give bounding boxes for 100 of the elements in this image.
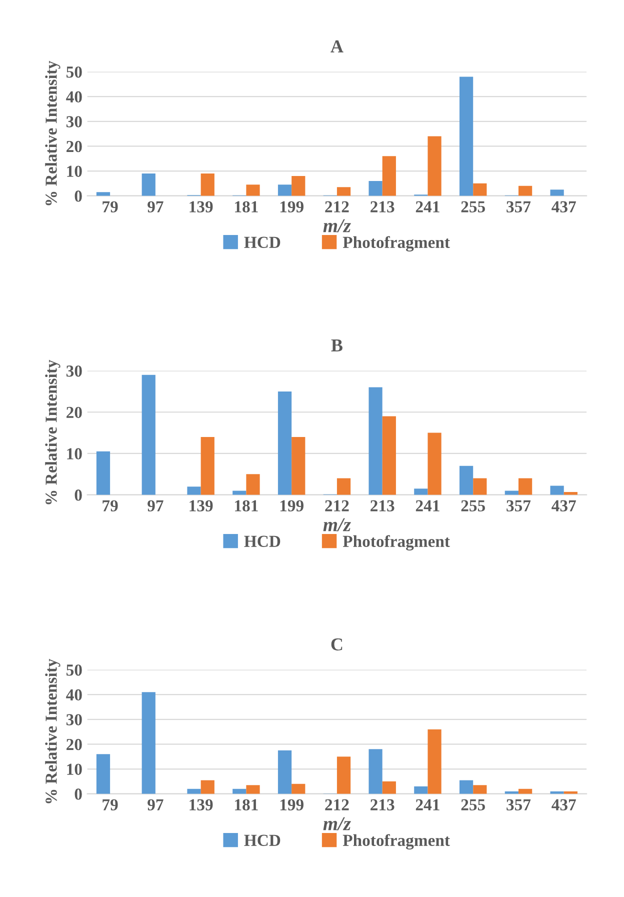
- x-tick-label: 357: [506, 500, 531, 512]
- x-tick-label: 181: [235, 500, 258, 512]
- x-axis-title: m/z: [323, 817, 351, 830]
- y-tick-label: 0: [74, 490, 82, 501]
- bar: [96, 192, 110, 196]
- bar: [200, 436, 214, 495]
- bar: [292, 176, 306, 196]
- bar: [550, 486, 564, 495]
- bar: [187, 788, 201, 794]
- bar: [246, 474, 260, 495]
- x-tick-label: 139: [190, 799, 213, 810]
- y-tick-label: 20: [66, 406, 82, 418]
- x-tick-label: 357: [506, 201, 531, 212]
- chart-title: A: [330, 40, 344, 52]
- x-tick-label: 97: [148, 201, 164, 212]
- y-axis-title: % Relative Intensity: [45, 60, 60, 206]
- legend-label: Photofragment: [342, 535, 450, 551]
- y-tick-label: 10: [67, 448, 82, 460]
- bar: [473, 785, 487, 794]
- bar: [278, 184, 292, 196]
- bar: [336, 478, 351, 495]
- x-tick-label: 97: [148, 500, 164, 512]
- y-tick-label: 20: [66, 738, 82, 750]
- x-tick-label: 79: [102, 799, 118, 810]
- x-tick-label: 255: [461, 201, 485, 212]
- bar: [428, 432, 442, 495]
- legend-label: HCD: [244, 236, 280, 248]
- bar: [336, 756, 351, 794]
- x-tick-label: 241: [416, 201, 440, 212]
- bar: [428, 136, 442, 196]
- x-tick-label: 437: [552, 201, 576, 212]
- x-tick-label: 212: [325, 201, 349, 212]
- bar: [368, 180, 382, 196]
- x-tick-label: 213: [370, 201, 394, 212]
- bar: [96, 451, 110, 495]
- x-tick-label: 357: [506, 799, 531, 810]
- bar: [232, 788, 246, 794]
- x-tick-label: 241: [416, 799, 440, 810]
- y-tick-label: 40: [66, 689, 82, 701]
- x-tick-label: 181: [235, 799, 258, 810]
- bar: [187, 486, 201, 495]
- y-tick-label: 30: [66, 365, 82, 377]
- legend-label: Photofragment: [342, 236, 450, 252]
- x-tick-label: 199: [280, 799, 304, 810]
- x-axis-title: m/z: [323, 219, 351, 232]
- chart-title: B: [331, 339, 342, 352]
- y-axis-title: % Relative Intensity: [45, 658, 60, 804]
- chart-title: C: [331, 638, 342, 650]
- bar: [368, 749, 382, 794]
- bar: [142, 174, 156, 196]
- x-tick-label: 97: [148, 799, 164, 810]
- bar: [473, 183, 487, 196]
- bar: [518, 788, 532, 794]
- y-tick-label: 10: [67, 764, 82, 775]
- bar: [336, 187, 351, 196]
- bar: [142, 692, 156, 794]
- bar: [459, 780, 474, 794]
- bar: [96, 754, 110, 794]
- y-tick-label: 0: [74, 788, 82, 800]
- bar: [459, 466, 474, 495]
- x-tick-label: 199: [280, 500, 304, 512]
- bar: [232, 490, 246, 495]
- x-tick-label: 255: [461, 799, 485, 810]
- bar: [550, 190, 564, 196]
- bar: [142, 374, 156, 495]
- y-tick-label: 0: [74, 190, 82, 202]
- bar: [414, 488, 428, 495]
- x-tick-label: 139: [190, 500, 213, 512]
- y-tick-label: 30: [66, 116, 82, 128]
- x-tick-label: 212: [325, 799, 349, 810]
- y-tick-label: 30: [66, 714, 82, 726]
- bar: [246, 184, 260, 196]
- x-tick-label: 241: [416, 500, 440, 512]
- bar: [278, 750, 292, 794]
- bar: [200, 780, 214, 794]
- x-axis-title: m/z: [323, 518, 351, 532]
- y-tick-label: 10: [67, 166, 82, 177]
- bar: [382, 781, 396, 794]
- bar: [428, 729, 442, 794]
- bar: [292, 784, 306, 794]
- bar: [382, 156, 396, 196]
- legend-label: Photofragment: [342, 834, 450, 850]
- y-tick-label: 40: [66, 91, 82, 103]
- y-axis-title: % Relative Intensity: [45, 360, 60, 504]
- x-tick-label: 213: [370, 500, 394, 512]
- legend-label: HCD: [244, 834, 280, 846]
- x-tick-label: 213: [370, 799, 394, 810]
- bar: [459, 76, 474, 196]
- bar: [518, 478, 532, 495]
- bar: [292, 436, 306, 495]
- x-tick-label: 181: [235, 201, 258, 212]
- bar: [473, 478, 487, 495]
- x-tick-label: 255: [461, 500, 485, 512]
- bar: [414, 786, 428, 794]
- x-tick-label: 437: [552, 799, 576, 810]
- x-tick-label: 79: [102, 500, 118, 512]
- bar: [518, 186, 532, 196]
- x-tick-label: 437: [552, 500, 576, 512]
- bar: [382, 416, 396, 495]
- y-tick-label: 50: [66, 66, 82, 78]
